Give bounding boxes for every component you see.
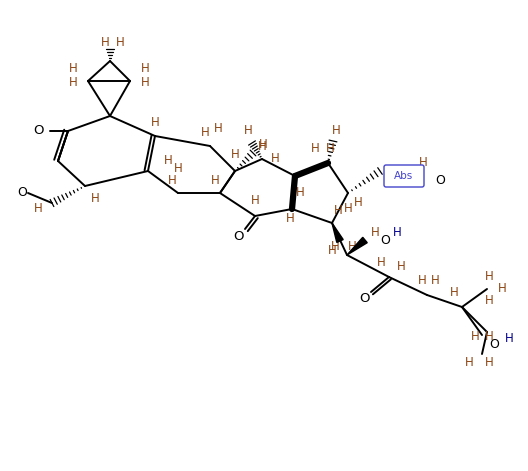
- Text: H: H: [328, 244, 336, 258]
- Text: H: H: [140, 76, 149, 89]
- Text: H: H: [505, 333, 513, 346]
- Text: H: H: [376, 257, 385, 269]
- Text: H: H: [371, 227, 380, 239]
- Text: H: H: [332, 124, 341, 138]
- Text: H: H: [140, 62, 149, 74]
- Text: O: O: [489, 339, 499, 351]
- Text: H: H: [167, 174, 176, 187]
- Text: H: H: [397, 260, 406, 274]
- Text: H: H: [431, 275, 439, 287]
- Text: Abs: Abs: [394, 171, 413, 181]
- Text: H: H: [354, 196, 362, 210]
- Text: H: H: [465, 356, 474, 368]
- Text: O: O: [435, 174, 445, 187]
- Polygon shape: [347, 237, 367, 255]
- Text: H: H: [326, 143, 334, 155]
- Text: H: H: [271, 153, 279, 165]
- Text: H: H: [485, 270, 493, 284]
- Text: O: O: [233, 229, 243, 243]
- Text: O: O: [359, 292, 369, 306]
- Text: O: O: [17, 187, 27, 200]
- Text: H: H: [164, 154, 172, 168]
- Text: H: H: [347, 241, 356, 253]
- Text: H: H: [450, 286, 458, 300]
- Text: H: H: [116, 36, 125, 49]
- Text: H: H: [470, 331, 479, 343]
- Text: H: H: [34, 203, 42, 216]
- Polygon shape: [332, 223, 343, 243]
- Text: H: H: [419, 155, 427, 169]
- Text: H: H: [418, 275, 427, 287]
- FancyBboxPatch shape: [384, 165, 424, 187]
- Text: O: O: [380, 234, 390, 246]
- Text: H: H: [150, 116, 159, 130]
- Text: H: H: [334, 204, 342, 218]
- Text: H: H: [214, 122, 222, 136]
- Text: H: H: [259, 138, 267, 152]
- Text: H: H: [243, 124, 252, 138]
- Text: H: H: [485, 331, 493, 343]
- Text: H: H: [69, 76, 78, 89]
- Text: H: H: [211, 174, 219, 187]
- Text: H: H: [101, 36, 109, 49]
- Text: H: H: [258, 139, 266, 153]
- Text: H: H: [331, 241, 340, 253]
- Text: H: H: [201, 127, 210, 139]
- Text: H: H: [231, 148, 239, 162]
- Text: H: H: [497, 283, 506, 295]
- Text: H: H: [310, 143, 319, 155]
- Text: H: H: [251, 195, 259, 208]
- Text: O: O: [33, 124, 43, 138]
- Text: H: H: [485, 294, 493, 308]
- Text: H: H: [296, 187, 304, 200]
- Text: H: H: [69, 62, 78, 74]
- Text: H: H: [344, 203, 352, 216]
- Text: H: H: [91, 193, 99, 205]
- Text: H: H: [286, 212, 295, 226]
- Text: H: H: [174, 162, 182, 176]
- Text: H: H: [393, 227, 401, 239]
- Text: H: H: [485, 356, 493, 368]
